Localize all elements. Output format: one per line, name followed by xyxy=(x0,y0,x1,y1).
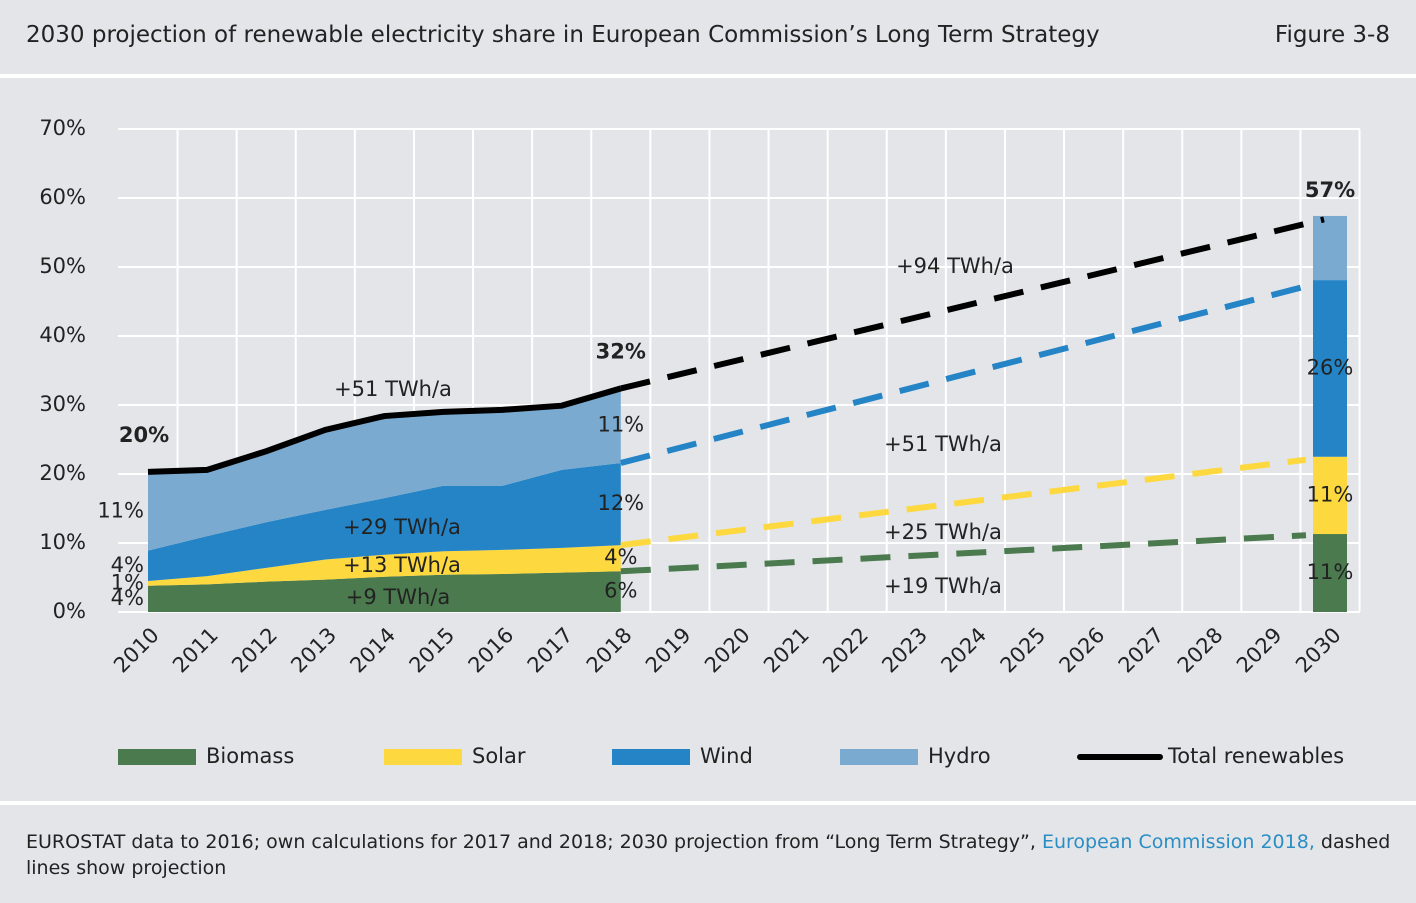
x-tick-label: 2013 xyxy=(286,623,341,678)
x-tick-label: 2015 xyxy=(405,623,460,678)
legend-label: Wind xyxy=(700,744,753,768)
y-tick-label: 50% xyxy=(39,254,86,278)
y-tick-label: 10% xyxy=(39,530,86,554)
legend-label: Hydro xyxy=(928,744,991,768)
projection-line xyxy=(620,216,1325,392)
annotation: +29 TWh/a xyxy=(343,515,461,539)
x-tick-label: 2010 xyxy=(109,623,164,678)
source-note: EUROSTAT data to 2016; own calculations … xyxy=(26,829,1396,881)
area-0 xyxy=(148,571,621,612)
value-label: 11% xyxy=(97,498,144,522)
annotation: +51 TWh/a xyxy=(884,432,1002,456)
x-tick-label: 2023 xyxy=(877,623,932,678)
value-label: 4% xyxy=(604,545,637,569)
x-tick-label: 2028 xyxy=(1173,623,1228,678)
bar-2030 xyxy=(1313,456,1347,535)
figure-number: Figure 3-8 xyxy=(1274,22,1390,48)
value-label: 4% xyxy=(111,553,144,577)
footer: EUROSTAT data to 2016; own calculations … xyxy=(0,801,1416,903)
source-text: dashed lines show projection xyxy=(26,831,1391,879)
title: 2030 projection of renewable electricity… xyxy=(26,22,1100,48)
x-tick-label: 2011 xyxy=(168,623,223,678)
legend-swatch xyxy=(612,749,690,765)
y-tick-label: 30% xyxy=(39,392,86,416)
projection-line xyxy=(620,283,1307,466)
header: 2030 projection of renewable electricity… xyxy=(0,0,1416,78)
x-tick-label: 2027 xyxy=(1114,623,1169,678)
value-label: 1% xyxy=(111,570,144,594)
x-tick-label: 2014 xyxy=(345,623,400,678)
value-label: 6% xyxy=(604,579,637,603)
y-tick-label: 60% xyxy=(39,185,86,209)
legend-label: Solar xyxy=(472,744,526,768)
y-tick-label: 0% xyxy=(53,599,86,623)
legend-swatch xyxy=(384,749,462,765)
bar-2030 xyxy=(1313,534,1347,612)
area-1 xyxy=(148,545,621,586)
legend-swatch xyxy=(118,749,196,765)
projection-line xyxy=(620,532,1307,575)
x-tick-label: 2021 xyxy=(759,623,814,678)
y-tick-label: 40% xyxy=(39,323,86,347)
total-label: 32% xyxy=(596,339,646,363)
chart: 0%10%20%30%40%50%60%70%2010 2011 2012 2013 2… xyxy=(39,116,1361,768)
total-label: 20% xyxy=(119,423,169,447)
x-tick-label: 2029 xyxy=(1232,623,1287,678)
value-label: 11% xyxy=(597,413,644,437)
source-text: EUROSTAT data to 2016; own calculations … xyxy=(26,831,1042,853)
value-label: 11% xyxy=(1307,482,1354,506)
annotation: +19 TWh/a xyxy=(884,574,1002,598)
area-3 xyxy=(148,388,621,551)
x-tick-label: 2025 xyxy=(996,623,1051,678)
x-tick-label: 2018 xyxy=(582,623,637,678)
x-tick-label: 2019 xyxy=(641,623,696,678)
bar-2030 xyxy=(1313,280,1347,457)
x-tick-label: 2030 xyxy=(1291,623,1346,678)
value-label: 4% xyxy=(111,586,144,610)
x-tick-label: 2020 xyxy=(700,623,755,678)
value-label: 26% xyxy=(1307,355,1354,379)
total-label: 57% xyxy=(1305,178,1355,202)
y-tick-label: 20% xyxy=(39,461,86,485)
legend-label: Total renewables xyxy=(1167,744,1344,768)
projection-line xyxy=(620,456,1307,549)
x-tick-label: 2022 xyxy=(818,623,873,678)
annotation: +25 TWh/a xyxy=(884,520,1002,544)
y-tick-label: 70% xyxy=(39,116,86,140)
source-link[interactable]: European Commission 2018, xyxy=(1041,831,1315,853)
x-tick-label: 2016 xyxy=(464,623,519,678)
x-tick-label: 2012 xyxy=(227,623,282,678)
annotation: +94 TWh/a xyxy=(896,254,1014,278)
x-tick-label: 2017 xyxy=(523,623,578,678)
area-2 xyxy=(148,462,621,581)
annotation: +9 TWh/a xyxy=(346,585,450,609)
value-label: 12% xyxy=(597,491,644,515)
total-line xyxy=(147,385,622,475)
annotation: +13 TWh/a xyxy=(343,553,461,577)
annotation: +51 TWh/a xyxy=(334,377,452,401)
legend-swatch xyxy=(840,749,918,765)
x-tick-label: 2024 xyxy=(936,623,991,678)
bar-2030 xyxy=(1313,215,1347,281)
x-tick-label: 2026 xyxy=(1055,623,1110,678)
legend-label: Biomass xyxy=(206,744,294,768)
value-label: 11% xyxy=(1307,560,1354,584)
